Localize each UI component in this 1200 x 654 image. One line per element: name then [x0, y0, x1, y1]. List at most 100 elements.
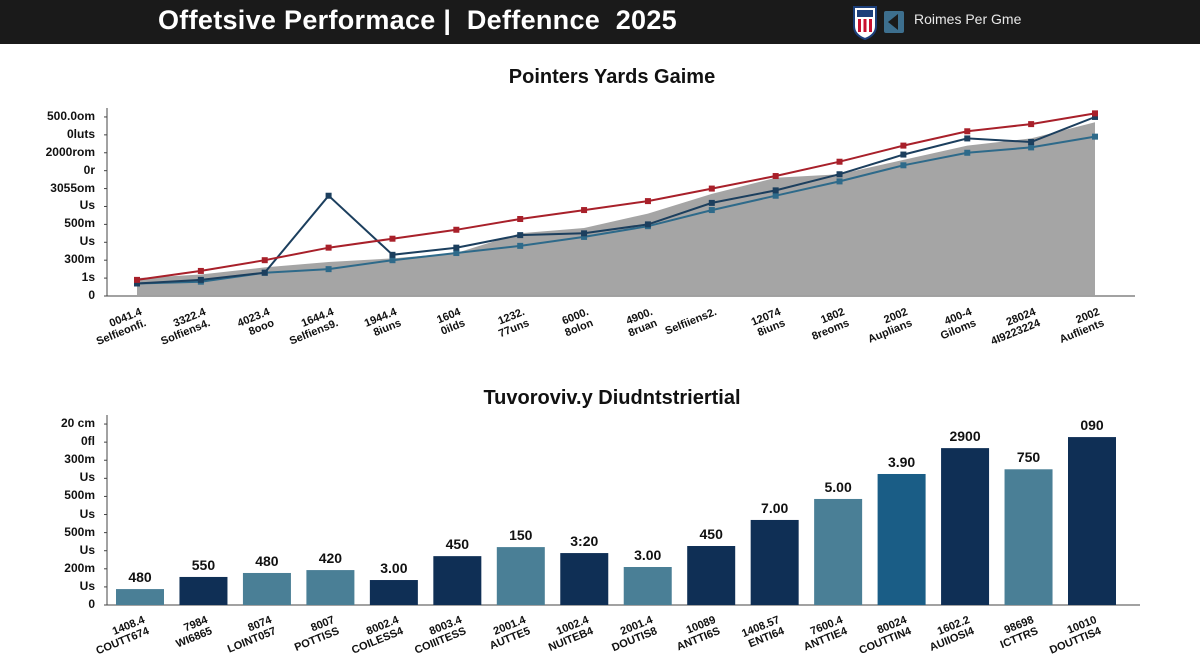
y-tick-label: 300m — [64, 452, 95, 467]
y-tick-label: 0 — [88, 288, 95, 302]
bar — [1068, 437, 1116, 605]
bar-annotation: 450 — [699, 526, 723, 542]
y-tick-label: 500m — [64, 488, 95, 503]
area — [137, 122, 1095, 296]
y-tick-label: 0fl — [80, 434, 95, 449]
marker — [644, 198, 651, 205]
marker — [708, 199, 715, 206]
y-tick-label: Us — [79, 506, 95, 521]
marker — [1092, 133, 1098, 140]
marker — [261, 257, 268, 264]
marker — [964, 135, 971, 142]
marker — [1092, 110, 1098, 117]
bar — [560, 553, 609, 605]
marker — [900, 151, 907, 158]
y-tick-label: 2000rom — [45, 144, 95, 159]
bar-annotation: 420 — [318, 550, 343, 567]
bar-annotation: 2900 — [949, 428, 981, 445]
marker — [453, 250, 460, 257]
marker — [134, 280, 140, 287]
y-tick-label: Us — [79, 578, 95, 593]
marker — [964, 149, 971, 156]
bar-annotation: 550 — [191, 556, 216, 573]
bar-annotation: 3.00 — [380, 560, 408, 577]
y-tick-label: Us — [79, 198, 95, 213]
marker — [900, 162, 907, 169]
marker — [389, 235, 396, 242]
header-bar: Offetsive Performace | Deffennce 2025 Ro… — [0, 0, 1200, 44]
bar — [116, 589, 164, 605]
bar — [750, 519, 799, 605]
y-tick-label: 200m — [64, 560, 95, 575]
y-tick-label: 20 cm — [60, 416, 95, 431]
bar — [623, 567, 672, 605]
marker — [900, 142, 907, 149]
line — [136, 116, 1096, 285]
bar — [814, 498, 863, 605]
marker — [325, 244, 332, 251]
y-tick-label: 300m — [64, 252, 95, 267]
y-tick-label: 0luts — [66, 126, 95, 141]
bar — [306, 570, 355, 605]
line — [136, 112, 1096, 281]
marker — [836, 178, 843, 185]
y-tick-label: 3055om — [50, 180, 95, 195]
bar — [369, 580, 418, 605]
bar-annotation: 150 — [509, 527, 533, 544]
y-tick-label: 500m — [64, 216, 95, 231]
marker — [1028, 121, 1035, 128]
marker — [389, 251, 396, 258]
marker — [581, 233, 588, 240]
marker — [453, 226, 460, 233]
bar-annotation: 3.00 — [634, 547, 662, 563]
marker — [325, 266, 332, 273]
marker — [1028, 139, 1035, 146]
y-tick-label: 1s — [81, 270, 95, 285]
marker — [708, 207, 715, 214]
marker — [644, 221, 651, 228]
bar-annotation: 3:20 — [570, 533, 599, 550]
marker — [1092, 113, 1098, 120]
bar-annotation: 480 — [255, 552, 279, 569]
bar — [496, 547, 545, 605]
marker — [581, 230, 588, 237]
marker — [517, 242, 524, 249]
bar-annotation: 7.00 — [761, 499, 789, 516]
bar-annotation: 450 — [445, 536, 469, 553]
bar-annotation: 5.00 — [824, 478, 852, 495]
bar — [941, 448, 990, 605]
y-tick-label: 0 — [88, 597, 95, 611]
y-tick-label: 500.0om — [46, 108, 95, 123]
y-tick-label: Us — [79, 542, 95, 557]
marker — [517, 216, 524, 223]
marker — [836, 158, 843, 165]
marker — [453, 244, 460, 251]
marker — [389, 257, 396, 264]
y-tick-label: 0r — [83, 162, 95, 177]
logo — [853, 6, 904, 40]
bar — [1004, 469, 1053, 605]
marker — [772, 187, 779, 194]
marker — [134, 276, 140, 283]
marker — [772, 192, 779, 199]
y-tick-label: Us — [79, 234, 95, 249]
bar-annotation: 090 — [1080, 417, 1104, 434]
chart-title: Pointers Yards Gaime — [508, 66, 716, 88]
y-tick-label: Us — [79, 470, 95, 485]
bar — [242, 572, 291, 605]
marker — [325, 192, 332, 199]
bar-annotation: 750 — [1016, 449, 1041, 466]
bar-annotation: 3.90 — [887, 453, 916, 470]
line — [136, 135, 1096, 285]
marker — [197, 276, 204, 283]
chart-title: Tuvoroviv.y Diudntstriertial — [483, 387, 741, 409]
header-title: Offetsive Performace | Deffennce 2025 — [158, 5, 677, 35]
marker — [708, 185, 715, 192]
bar — [877, 473, 926, 605]
bar-annotation: 480 — [128, 569, 152, 586]
marker — [581, 207, 588, 214]
marker — [1028, 144, 1035, 151]
y-tick-label: 500m — [64, 524, 95, 539]
